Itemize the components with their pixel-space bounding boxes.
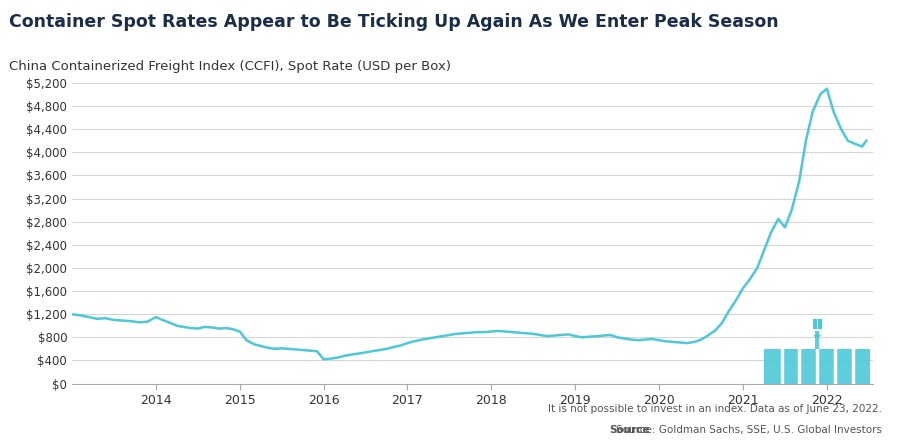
FancyBboxPatch shape (815, 331, 819, 349)
Text: It is not possible to invest in an index. Data as of June 23, 2022.: It is not possible to invest in an index… (548, 404, 882, 413)
Text: China Containerized Freight Index (CCFI), Spot Rate (USD per Box): China Containerized Freight Index (CCFI)… (9, 60, 451, 73)
Text: Container Spot Rates Appear to Be Ticking Up Again As We Enter Peak Season: Container Spot Rates Appear to Be Tickin… (9, 13, 778, 31)
Text: Source: Source (610, 425, 651, 434)
FancyBboxPatch shape (764, 349, 870, 384)
Text: Source: Goldman Sachs, SSE, U.S. Global Investors: Source: Goldman Sachs, SSE, U.S. Global … (616, 425, 882, 434)
